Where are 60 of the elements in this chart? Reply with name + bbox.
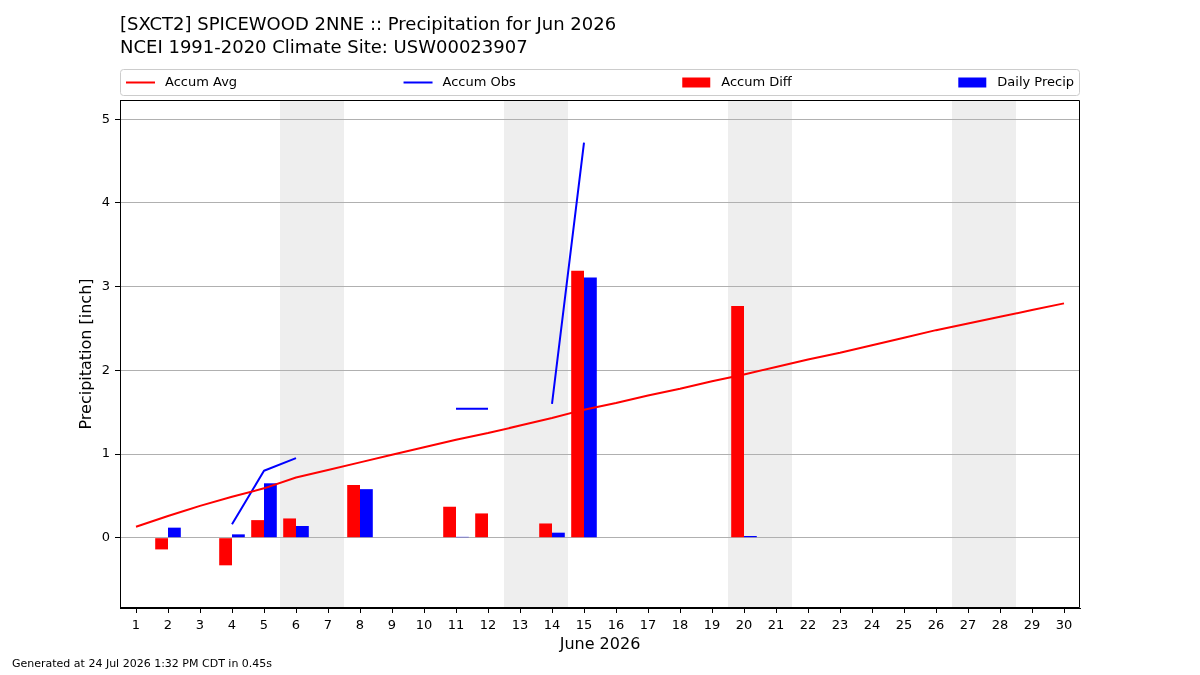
chart-subtitle: NCEI 1991-2020 Climate Site: USW00023907	[120, 35, 528, 58]
x-tick-label: 15	[575, 617, 593, 633]
y-tick-label: 4	[101, 194, 110, 210]
bar	[296, 525, 309, 538]
y-tick-label: 1	[101, 445, 110, 461]
x-tick-label: 7	[323, 617, 333, 633]
x-tick-label: 12	[479, 617, 497, 633]
bar	[264, 483, 277, 538]
y-tick-label: 5	[101, 110, 110, 126]
bar	[552, 532, 565, 538]
x-tick-label: 8	[355, 617, 365, 633]
x-tick-label: 27	[959, 617, 977, 633]
x-tick-label: 26	[927, 617, 945, 633]
y-axis-title: Precipitation [inch]	[75, 278, 95, 430]
x-tick-label: 3	[195, 617, 205, 633]
bar	[360, 489, 373, 538]
x-axis-title: June 2026	[558, 633, 641, 653]
bar	[251, 520, 264, 538]
y-tick-label: 3	[101, 278, 110, 293]
bar	[347, 484, 360, 538]
legend-label: Daily Precip	[997, 73, 1075, 89]
x-tick-label: 11	[447, 617, 465, 633]
x-tick-label: 16	[607, 617, 625, 633]
x-tick-label: 23	[831, 617, 849, 633]
bar	[168, 527, 181, 538]
text: Generated at 24 Jul 2026 1:32 PM CDT in 0.45s	[12, 657, 273, 671]
x-tick-label: 30	[1055, 617, 1073, 633]
bar	[475, 513, 488, 538]
x-tick-label: 19	[703, 617, 721, 633]
bar	[584, 277, 597, 538]
x-tick-label: 18	[671, 617, 689, 633]
x-tick-label: 10	[415, 617, 433, 633]
bar	[283, 518, 296, 538]
x-tick-label: 4	[227, 617, 237, 633]
x-tick-label: 2	[163, 617, 173, 633]
x-tick-label: 5	[259, 617, 269, 633]
x-tick-label: 25	[895, 617, 913, 633]
bar	[155, 538, 168, 550]
bar	[219, 538, 232, 566]
x-tick-label: 24	[863, 617, 881, 633]
legend-label: Accum Obs	[442, 73, 517, 89]
y-tick-label: 0	[101, 529, 110, 545]
x-tick-label: 14	[543, 617, 561, 633]
x-tick-label: 28	[991, 617, 1009, 633]
bar	[539, 523, 552, 538]
y-tick-label: 2	[101, 361, 110, 377]
x-tick-label: 17	[639, 617, 657, 633]
legend-label: Accum Avg	[165, 73, 238, 89]
x-tick-label: 22	[799, 617, 817, 633]
legend-label: Accum Diff	[721, 73, 793, 89]
x-tick-label: 1	[131, 617, 141, 633]
bar	[443, 506, 456, 538]
x-tick-label: 6	[291, 617, 301, 633]
x-tick-label: 13	[511, 617, 529, 633]
chart-title: [SXCT2] SPICEWOOD 2NNE :: Precipitation for Jun 2026	[120, 12, 617, 35]
x-tick-label: 21	[767, 617, 785, 633]
bar	[232, 534, 245, 538]
x-tick-label: 29	[1023, 617, 1041, 633]
x-tick-label: 20	[735, 617, 753, 633]
x-tick-label: 9	[387, 617, 397, 633]
